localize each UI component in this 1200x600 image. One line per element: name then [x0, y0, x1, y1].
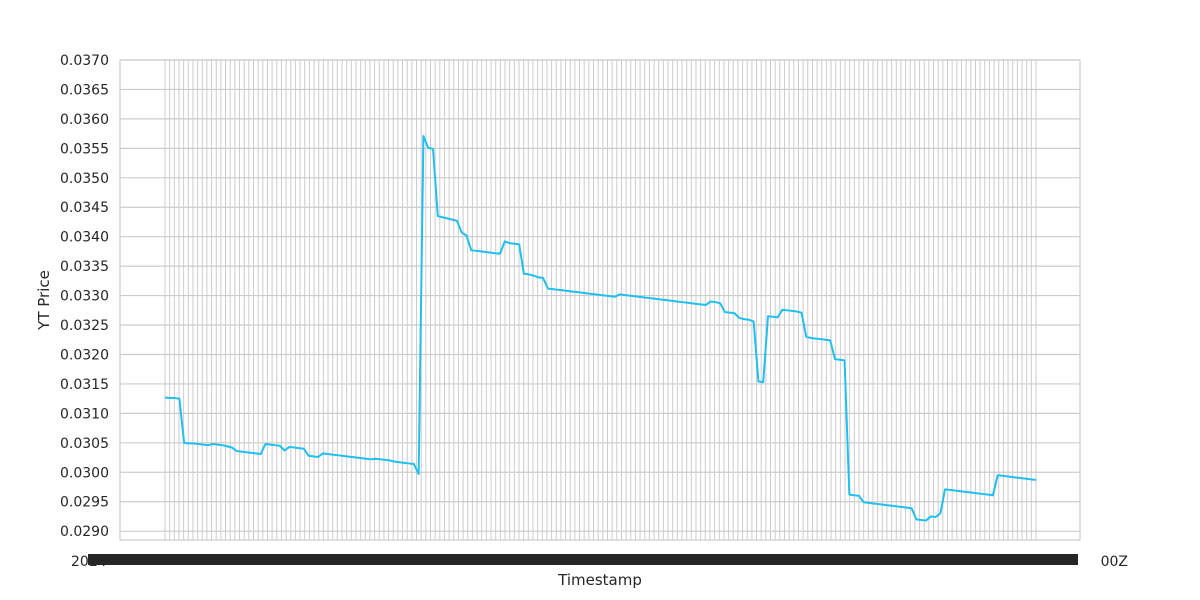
y-tick-label: 0.0350 [60, 171, 109, 187]
y-tick-label: 0.0295 [60, 495, 109, 511]
x-tick-label-first: 2024 [71, 554, 107, 570]
plot-frame [119, 59, 1081, 541]
y-tick-label: 0.0335 [60, 259, 109, 275]
x-tick-labels: 2024 00Z [71, 554, 1128, 570]
y-tick-label: 0.0310 [60, 406, 109, 422]
y-tick-label: 0.0325 [60, 318, 109, 334]
y-tick-label: 0.0290 [60, 524, 109, 540]
y-tick-label: 0.0360 [60, 112, 109, 128]
y-tick-label: 0.0315 [60, 377, 109, 393]
x-tick-label-last: 00Z [1101, 554, 1128, 570]
y-tick-label: 0.0345 [60, 200, 109, 216]
x-gridlines [164, 60, 1037, 540]
x-tick-labels-overlap [88, 554, 1078, 565]
x-axis-title: Timestamp [557, 571, 642, 589]
y-tick-label: 0.0330 [60, 289, 109, 305]
y-tick-label: 0.0365 [60, 82, 109, 98]
y-tick-label: 0.0340 [60, 230, 109, 246]
y-tick-labels: 0.0290 0.0295 0.0300 0.0305 0.0310 0.0315 0.03… [60, 53, 109, 540]
y-tick-label: 0.0320 [60, 347, 109, 363]
y-tick-label: 0.0300 [60, 465, 109, 481]
y-tick-label: 0.0355 [60, 141, 109, 157]
y-axis-title: YT Price [35, 270, 53, 331]
y-tick-label: 0.0305 [60, 436, 109, 452]
plot-background [120, 60, 1080, 540]
series-line [164, 134, 1037, 522]
y-tick-label: 0.0370 [60, 53, 109, 69]
